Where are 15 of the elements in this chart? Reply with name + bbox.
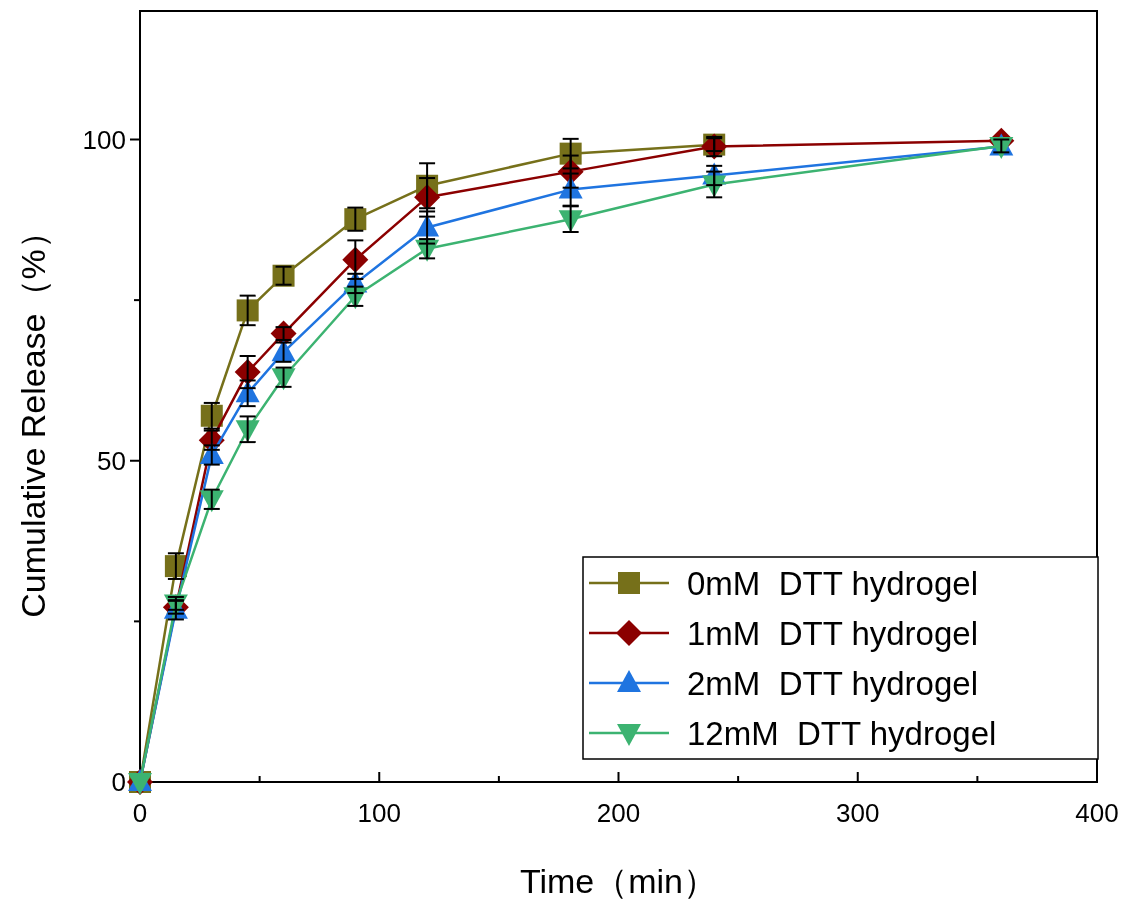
x-tick-label: 0	[132, 798, 148, 828]
point	[236, 299, 259, 322]
x-axis-title: Time（min）	[519, 862, 718, 900]
y-tick-label: 0	[111, 767, 126, 797]
x-tick-label: 200	[596, 798, 641, 828]
x-tick-label: 100	[357, 798, 401, 828]
legend-label: 12mM DTT hydrogel	[687, 715, 997, 752]
legend-label: 2mM DTT hydrogel	[687, 665, 978, 702]
y-tick-label: 100	[82, 124, 126, 155]
x-tick-label: 300	[836, 798, 880, 828]
legend-label: 0mM DTT hydrogel	[687, 565, 978, 602]
legend-label: 1mM DTT hydrogel	[687, 615, 978, 652]
y-tick-label: 50	[97, 445, 126, 476]
x-tick-label: 400	[1075, 798, 1119, 828]
y-axis-title: Cumulative Release（%）	[14, 215, 52, 618]
